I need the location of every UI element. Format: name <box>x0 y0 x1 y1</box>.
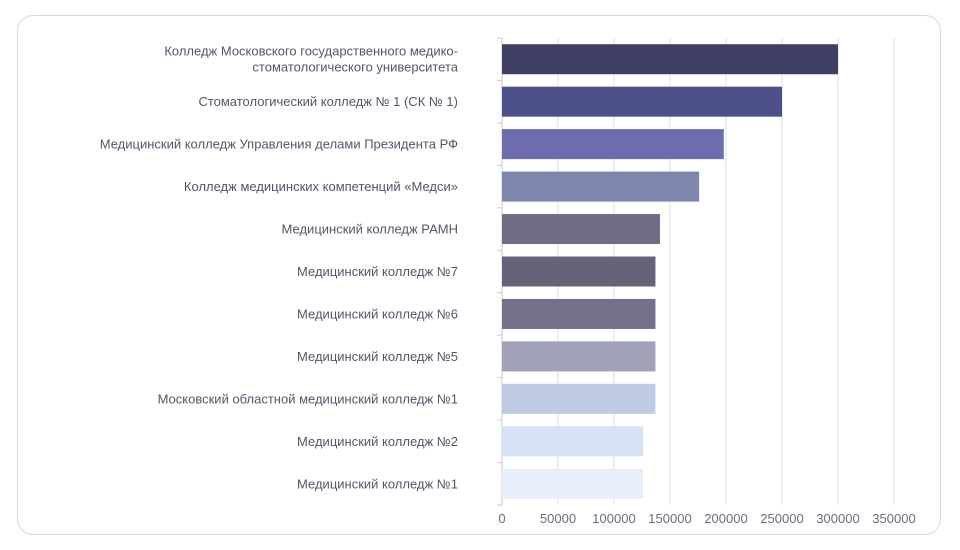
chart-card <box>17 15 941 535</box>
category-label-7: Медицинский колледж №5 <box>297 349 458 364</box>
bar-8 <box>502 383 656 414</box>
category-label-line: Медицинский колледж №6 <box>297 306 458 321</box>
category-label-8: Московский областной медицинский колледж… <box>158 391 458 406</box>
category-label-line: Стоматологический колледж № 1 (СК № 1) <box>198 94 458 109</box>
category-label-2: Медицинский колледж Управления делами Пр… <box>100 137 458 152</box>
bar-10 <box>502 468 644 499</box>
bar-9 <box>502 426 644 457</box>
category-label-0: Колледж Московского государственного мед… <box>164 44 458 75</box>
bar-1 <box>502 86 782 117</box>
category-label-1: Стоматологический колледж № 1 (СК № 1) <box>198 94 458 109</box>
category-label-line: Колледж медицинских компетенций «Медси» <box>184 179 458 194</box>
category-label-line: Медицинский колледж РАМН <box>282 222 458 237</box>
bar-5 <box>502 256 656 287</box>
bar-7 <box>502 341 656 372</box>
category-label-line: Колледж Московского государственного мед… <box>164 44 458 59</box>
category-label-line: Медицинский колледж №1 <box>297 476 458 491</box>
category-label-5: Медицинский колледж №7 <box>297 264 458 279</box>
x-tick-label-3: 150000 <box>648 511 691 526</box>
category-label-10: Медицинский колледж №1 <box>297 476 458 491</box>
x-tick-label-6: 300000 <box>816 511 859 526</box>
x-tick-label-0: 0 <box>498 511 505 526</box>
bar-4 <box>502 214 660 245</box>
category-label-4: Медицинский колледж РАМН <box>282 222 458 237</box>
category-label-line: Медицинский колледж Управления делами Пр… <box>100 137 458 152</box>
x-tick-label-7: 350000 <box>872 511 915 526</box>
category-label-line: Медицинский колледж №5 <box>297 349 458 364</box>
x-tick-label-5: 250000 <box>760 511 803 526</box>
bar-6 <box>502 298 656 329</box>
x-tick-label-1: 50000 <box>540 511 576 526</box>
category-label-3: Колледж медицинских компетенций «Медси» <box>184 179 458 194</box>
bar-2 <box>502 129 724 160</box>
x-tick-label-2: 100000 <box>592 511 635 526</box>
category-label-9: Медицинский колледж №2 <box>297 434 458 449</box>
bar-0 <box>502 44 838 75</box>
bar-3 <box>502 171 700 202</box>
category-label-line: Московский областной медицинский колледж… <box>158 391 458 406</box>
category-label-line: стоматологического университета <box>252 60 458 75</box>
category-label-line: Медицинский колледж №2 <box>297 434 458 449</box>
category-label-line: Медицинский колледж №7 <box>297 264 458 279</box>
category-label-6: Медицинский колледж №6 <box>297 306 458 321</box>
x-tick-label-4: 200000 <box>704 511 747 526</box>
